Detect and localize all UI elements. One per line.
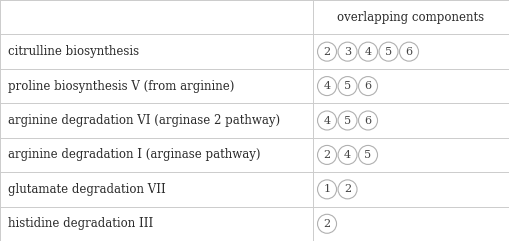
- Circle shape: [318, 214, 336, 233]
- Circle shape: [318, 145, 336, 164]
- Text: 6: 6: [406, 47, 413, 57]
- Text: 4: 4: [344, 150, 351, 160]
- Text: 3: 3: [344, 47, 351, 57]
- Circle shape: [358, 145, 378, 164]
- Text: 6: 6: [364, 115, 372, 126]
- Text: 4: 4: [364, 47, 372, 57]
- Text: 5: 5: [385, 47, 392, 57]
- Circle shape: [338, 145, 357, 164]
- Circle shape: [338, 77, 357, 96]
- Circle shape: [358, 77, 378, 96]
- Text: 5: 5: [344, 81, 351, 91]
- Text: arginine degradation VI (arginase 2 pathway): arginine degradation VI (arginase 2 path…: [8, 114, 280, 127]
- Text: 4: 4: [324, 81, 331, 91]
- Text: 1: 1: [324, 184, 331, 194]
- Circle shape: [338, 180, 357, 199]
- Circle shape: [318, 42, 336, 61]
- Text: 2: 2: [344, 184, 351, 194]
- Text: overlapping components: overlapping components: [337, 11, 485, 24]
- Text: 6: 6: [364, 81, 372, 91]
- Text: arginine degradation I (arginase pathway): arginine degradation I (arginase pathway…: [8, 148, 261, 161]
- Circle shape: [318, 77, 336, 96]
- Circle shape: [338, 42, 357, 61]
- Circle shape: [318, 180, 336, 199]
- Text: 2: 2: [324, 219, 331, 229]
- Text: 5: 5: [344, 115, 351, 126]
- Circle shape: [338, 111, 357, 130]
- Text: 2: 2: [324, 150, 331, 160]
- Text: citrulline biosynthesis: citrulline biosynthesis: [8, 45, 139, 58]
- Text: proline biosynthesis V (from arginine): proline biosynthesis V (from arginine): [8, 80, 234, 93]
- Circle shape: [358, 42, 378, 61]
- Circle shape: [358, 111, 378, 130]
- Text: histidine degradation III: histidine degradation III: [8, 217, 153, 230]
- Circle shape: [318, 111, 336, 130]
- Text: 4: 4: [324, 115, 331, 126]
- Text: 2: 2: [324, 47, 331, 57]
- Circle shape: [379, 42, 398, 61]
- Text: glutamate degradation VII: glutamate degradation VII: [8, 183, 166, 196]
- Circle shape: [400, 42, 418, 61]
- Text: 5: 5: [364, 150, 372, 160]
